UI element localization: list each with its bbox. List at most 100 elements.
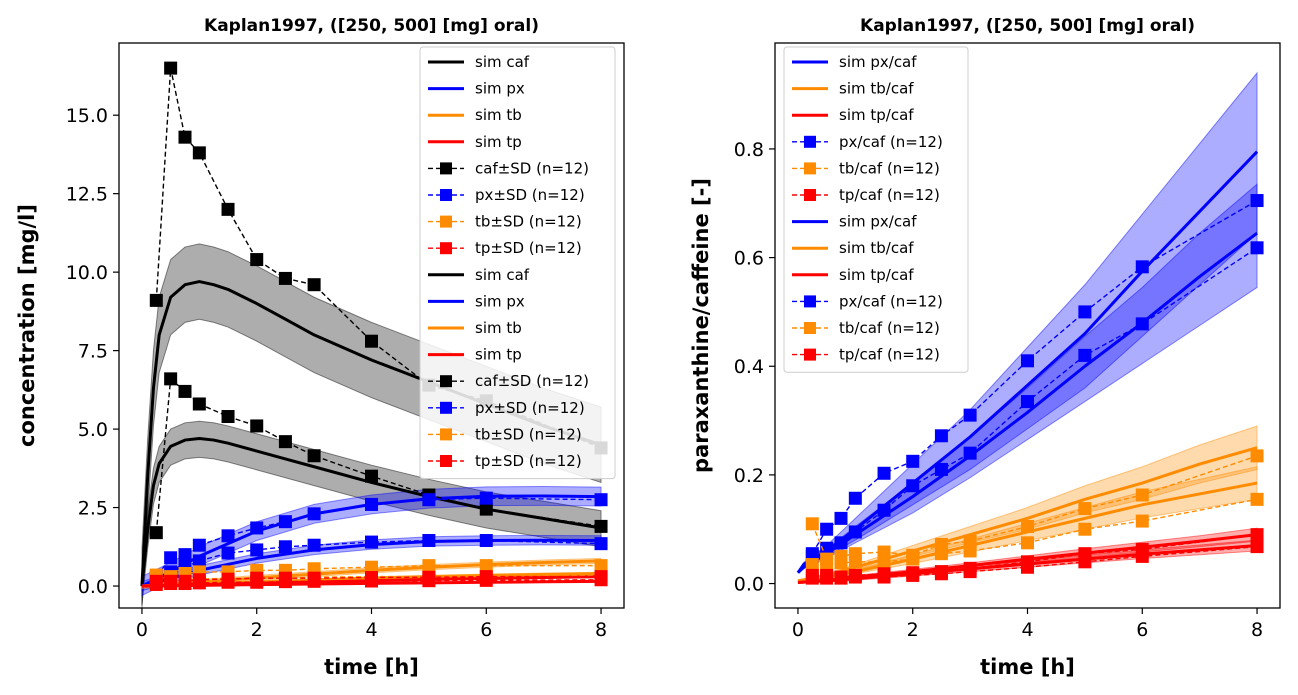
- x-tick-label: 6: [480, 619, 492, 641]
- x-tick-label: 6: [1136, 619, 1148, 641]
- plot-area: [140, 61, 608, 608]
- obs-point: [365, 334, 378, 348]
- obs-point: [178, 384, 192, 398]
- y-tick-label: 0.0: [734, 574, 764, 596]
- legend-label: sim tp/caf: [839, 266, 914, 284]
- legend-box: [419, 46, 616, 480]
- obs-point: [834, 536, 848, 550]
- obs-point: [164, 372, 178, 386]
- obs-point: [192, 554, 206, 568]
- obs-point: [963, 408, 977, 422]
- obs-point: [877, 503, 891, 517]
- legend-marker-swatch: [440, 428, 452, 441]
- plot-area: [796, 71, 1264, 585]
- obs-point: [594, 559, 608, 573]
- y-axis-label: paraxanthine/caffeine [-]: [689, 178, 713, 473]
- legend-marker-swatch: [440, 215, 452, 228]
- legend-box: [783, 46, 969, 373]
- obs-point: [192, 146, 206, 160]
- legend-marker-swatch: [804, 135, 816, 148]
- obs-point: [848, 570, 862, 584]
- obs-point: [307, 574, 321, 588]
- obs-point: [934, 567, 948, 581]
- x-axis-label: time [h]: [980, 655, 1075, 679]
- obs-point: [1135, 549, 1149, 563]
- obs-point: [848, 525, 862, 539]
- legend-label: sim tb/caf: [839, 239, 914, 257]
- obs-point: [820, 541, 834, 555]
- obs-point: [1135, 260, 1149, 274]
- obs-point: [906, 568, 920, 582]
- obs-point: [820, 558, 834, 572]
- obs-point: [877, 545, 891, 559]
- obs-point: [149, 577, 163, 591]
- obs-point: [848, 555, 862, 569]
- obs-point: [1135, 317, 1149, 331]
- sim-band: [797, 425, 1258, 582]
- obs-point: [192, 538, 206, 552]
- legend-label: caf±SD (n=12): [475, 159, 589, 177]
- ratio-panel: 0 2 4 6 8 0.0 0.2 0.4 0.6 0.8 Kaplan1997, ([250, 5…: [689, 16, 1281, 679]
- legend-label: tb±SD (n=12): [475, 213, 582, 231]
- obs-point: [479, 502, 493, 516]
- legend-label: sim tp: [475, 346, 522, 364]
- obs-point: [479, 573, 493, 587]
- obs-point: [1021, 560, 1034, 574]
- legend-label: sim px/caf: [839, 53, 917, 71]
- legend-label: sim caf: [475, 53, 530, 71]
- legend-label: tb±SD (n=12): [475, 425, 582, 443]
- legend-label: sim px/caf: [839, 213, 917, 231]
- obs-point: [164, 551, 178, 565]
- x-tick-label: 4: [365, 619, 377, 641]
- legend-label: sim tb/caf: [839, 80, 914, 98]
- legend-label: px/caf (n=12): [839, 292, 943, 310]
- obs-point: [877, 555, 891, 569]
- x-tick-label: 0: [136, 619, 148, 641]
- obs-point: [934, 547, 948, 561]
- y-tick-label: 5.0: [78, 419, 108, 441]
- x-tick-label: 2: [251, 619, 263, 641]
- obs-point: [278, 540, 292, 554]
- y-tick-label: 10.0: [66, 262, 108, 284]
- legend-label: sim tb: [475, 319, 522, 337]
- y-tick-label: 0.8: [734, 139, 764, 161]
- obs-point: [307, 538, 321, 552]
- obs-point: [594, 493, 608, 507]
- legend-label: tp/caf (n=12): [839, 346, 940, 364]
- obs-point: [594, 573, 608, 587]
- obs-point: [963, 534, 977, 548]
- x-tick-label: 8: [595, 619, 607, 641]
- obs-point: [479, 491, 493, 505]
- legend-marker-swatch: [440, 189, 452, 201]
- legend-marker-swatch: [804, 322, 816, 334]
- legend: sim px/caf sim tb/caf sim tp/caf px/caf (n=…: [783, 46, 969, 373]
- obs-point: [178, 130, 192, 144]
- obs-point: [834, 571, 848, 585]
- obs-point: [1078, 555, 1092, 569]
- obs-point: [1135, 488, 1149, 502]
- obs-point: [250, 575, 264, 589]
- legend-label: tb/caf (n=12): [839, 159, 940, 177]
- legend-label: sim tp: [475, 133, 522, 151]
- y-tick-label: 15.0: [66, 105, 108, 127]
- obs-point: [479, 559, 493, 573]
- obs-point: [906, 552, 920, 566]
- obs-point: [834, 511, 848, 525]
- obs-point: [1021, 536, 1034, 550]
- chart-title: Kaplan1997, ([250, 500] [mg] oral): [860, 16, 1195, 36]
- legend-marker-swatch: [440, 375, 452, 388]
- obs-point: [1021, 395, 1034, 409]
- obs-point: [365, 574, 378, 588]
- obs-point: [422, 534, 436, 548]
- x-tick-label: 8: [1251, 619, 1263, 641]
- obs-point: [594, 537, 608, 551]
- y-tick-label: 0.0: [78, 576, 108, 598]
- legend-label: tp±SD (n=12): [475, 452, 582, 470]
- x-tick-label: 4: [1021, 619, 1033, 641]
- obs-point: [594, 519, 608, 533]
- obs-point: [479, 534, 493, 548]
- obs-point: [164, 61, 178, 75]
- obs-point: [221, 410, 235, 424]
- obs-point: [877, 570, 891, 584]
- obs-line: [811, 247, 1258, 557]
